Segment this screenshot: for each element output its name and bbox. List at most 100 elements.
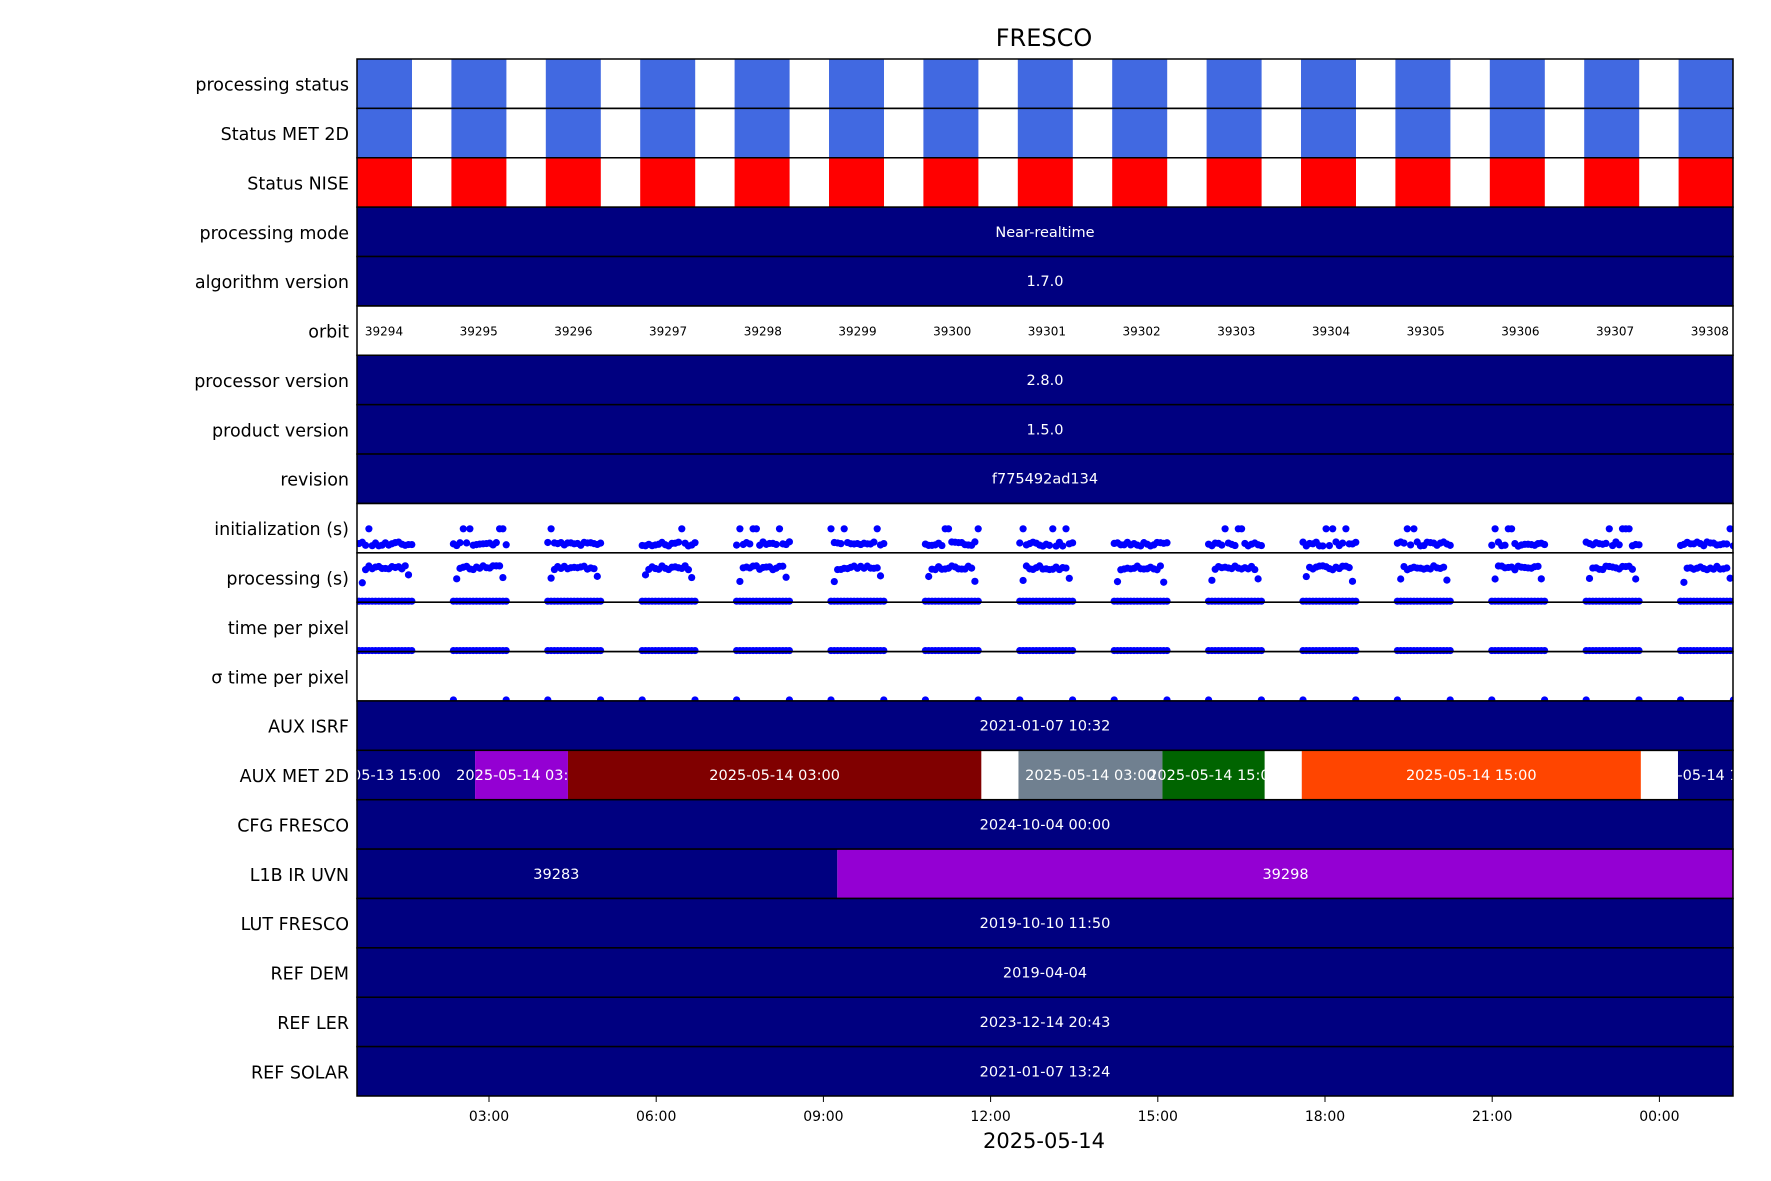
orbit-number: 39298 bbox=[744, 325, 782, 339]
x-tick-label: 06:00 bbox=[636, 1109, 676, 1125]
row-processor-version: 2.8.0 bbox=[357, 355, 1733, 405]
orbit-status-block bbox=[1584, 108, 1640, 158]
row-label: σ time per pixel bbox=[211, 668, 349, 688]
band-value: 2023-12-14 20:43 bbox=[980, 1015, 1111, 1031]
row-label: L1B IR UVN bbox=[250, 866, 349, 886]
orbit-status-block bbox=[1301, 108, 1356, 158]
x-tick-label: 21:00 bbox=[1472, 1109, 1512, 1125]
data-point bbox=[401, 562, 409, 570]
row-ref-solar: 2021-01-07 13:24 bbox=[357, 1046, 1733, 1096]
data-point bbox=[1251, 565, 1259, 574]
data-point bbox=[1352, 646, 1360, 655]
data-point bbox=[1541, 646, 1549, 655]
orbit-status-block bbox=[451, 59, 507, 109]
data-point bbox=[736, 525, 744, 533]
data-point bbox=[785, 597, 794, 605]
row-label: orbit bbox=[308, 323, 349, 343]
row-label: processor version bbox=[194, 372, 349, 392]
row-ref-ler: 2023-12-14 20:43 bbox=[357, 997, 1733, 1047]
row-initialization-s bbox=[357, 525, 1733, 550]
config-segment-label: 2025-05-14 15:00 bbox=[1641, 768, 1771, 784]
data-point bbox=[1501, 541, 1509, 549]
data-point bbox=[944, 525, 953, 533]
orbit-status-block bbox=[1017, 157, 1073, 208]
data-point bbox=[1160, 578, 1168, 586]
data-point bbox=[1156, 562, 1164, 570]
data-point bbox=[1218, 541, 1226, 549]
plot-area: processing status Status MET 2D Status NIS… bbox=[194, 58, 1771, 1125]
orbit-status-block bbox=[1112, 157, 1168, 208]
data-point bbox=[870, 538, 878, 546]
data-point bbox=[1635, 646, 1643, 655]
row-label: processing mode bbox=[199, 224, 349, 244]
band-value: 2019-04-04 bbox=[1003, 966, 1087, 982]
orbit-number: 39295 bbox=[460, 325, 498, 339]
orbit-number: 39296 bbox=[554, 325, 592, 339]
data-point bbox=[597, 597, 605, 605]
row-ref-dem: 2019-04-04 bbox=[357, 947, 1733, 998]
x-tick-label: 15:00 bbox=[1138, 1109, 1178, 1125]
orbit-number: 39308 bbox=[1691, 325, 1729, 339]
data-point bbox=[1059, 542, 1067, 550]
data-point bbox=[691, 597, 699, 605]
orbit-status-block bbox=[734, 108, 790, 158]
data-point bbox=[746, 540, 754, 548]
data-point bbox=[1635, 541, 1643, 549]
config-segment-label: 2025-05-14 03:00 bbox=[1025, 768, 1156, 784]
orbit-status-block bbox=[1017, 59, 1073, 109]
data-point bbox=[674, 538, 683, 546]
row-frame bbox=[356, 1045, 1734, 1097]
data-point bbox=[678, 525, 686, 533]
data-point bbox=[499, 573, 507, 582]
data-point bbox=[1726, 525, 1733, 533]
row-label: AUX ISRF bbox=[268, 718, 349, 738]
data-point bbox=[880, 597, 888, 605]
data-point bbox=[1726, 574, 1733, 582]
data-point bbox=[408, 597, 416, 605]
data-point bbox=[1632, 575, 1640, 583]
data-point bbox=[1302, 572, 1310, 581]
data-point bbox=[971, 538, 979, 546]
orbit-status-block bbox=[1489, 59, 1545, 109]
row-product-version: 1.5.0 bbox=[357, 404, 1733, 455]
row-time-per-pixel bbox=[357, 646, 1733, 655]
band-value: 1.7.0 bbox=[1027, 274, 1064, 290]
data-point bbox=[1238, 525, 1246, 533]
config-segment bbox=[1018, 750, 1163, 800]
data-point bbox=[974, 646, 982, 655]
row-processing-s bbox=[357, 562, 1733, 605]
band-bar bbox=[357, 207, 1733, 257]
data-point bbox=[408, 540, 416, 549]
data-point bbox=[1065, 574, 1073, 582]
data-point bbox=[1329, 525, 1337, 533]
data-point bbox=[684, 566, 693, 574]
orbit-status-block bbox=[829, 157, 884, 208]
orbit-status-block bbox=[545, 157, 601, 208]
band-value: Near-realtime bbox=[995, 225, 1094, 241]
orbit-number: 39307 bbox=[1596, 325, 1634, 339]
data-point bbox=[1491, 525, 1499, 533]
config-segment bbox=[837, 849, 1733, 899]
row-label: Status MET 2D bbox=[221, 125, 349, 145]
orbit-status-block bbox=[1206, 157, 1262, 208]
data-point bbox=[1446, 646, 1454, 655]
data-point bbox=[358, 579, 366, 587]
orbit-status-block bbox=[1678, 108, 1733, 158]
band-bar bbox=[357, 700, 1733, 751]
data-point bbox=[830, 577, 838, 586]
row-frame bbox=[356, 650, 1734, 702]
x-tick-label: 03:00 bbox=[469, 1109, 509, 1125]
orbit-status-block bbox=[1584, 59, 1640, 109]
data-point bbox=[880, 539, 888, 548]
data-point bbox=[779, 562, 787, 570]
data-point bbox=[1208, 576, 1216, 584]
data-point bbox=[1257, 541, 1265, 550]
data-point bbox=[1348, 577, 1357, 585]
orbit-status-block bbox=[451, 108, 507, 158]
data-point bbox=[1407, 541, 1415, 549]
data-point bbox=[1069, 597, 1077, 605]
orbit-status-block bbox=[545, 59, 601, 109]
data-point bbox=[974, 597, 982, 605]
band-bar bbox=[357, 799, 1733, 850]
data-point bbox=[362, 541, 370, 549]
